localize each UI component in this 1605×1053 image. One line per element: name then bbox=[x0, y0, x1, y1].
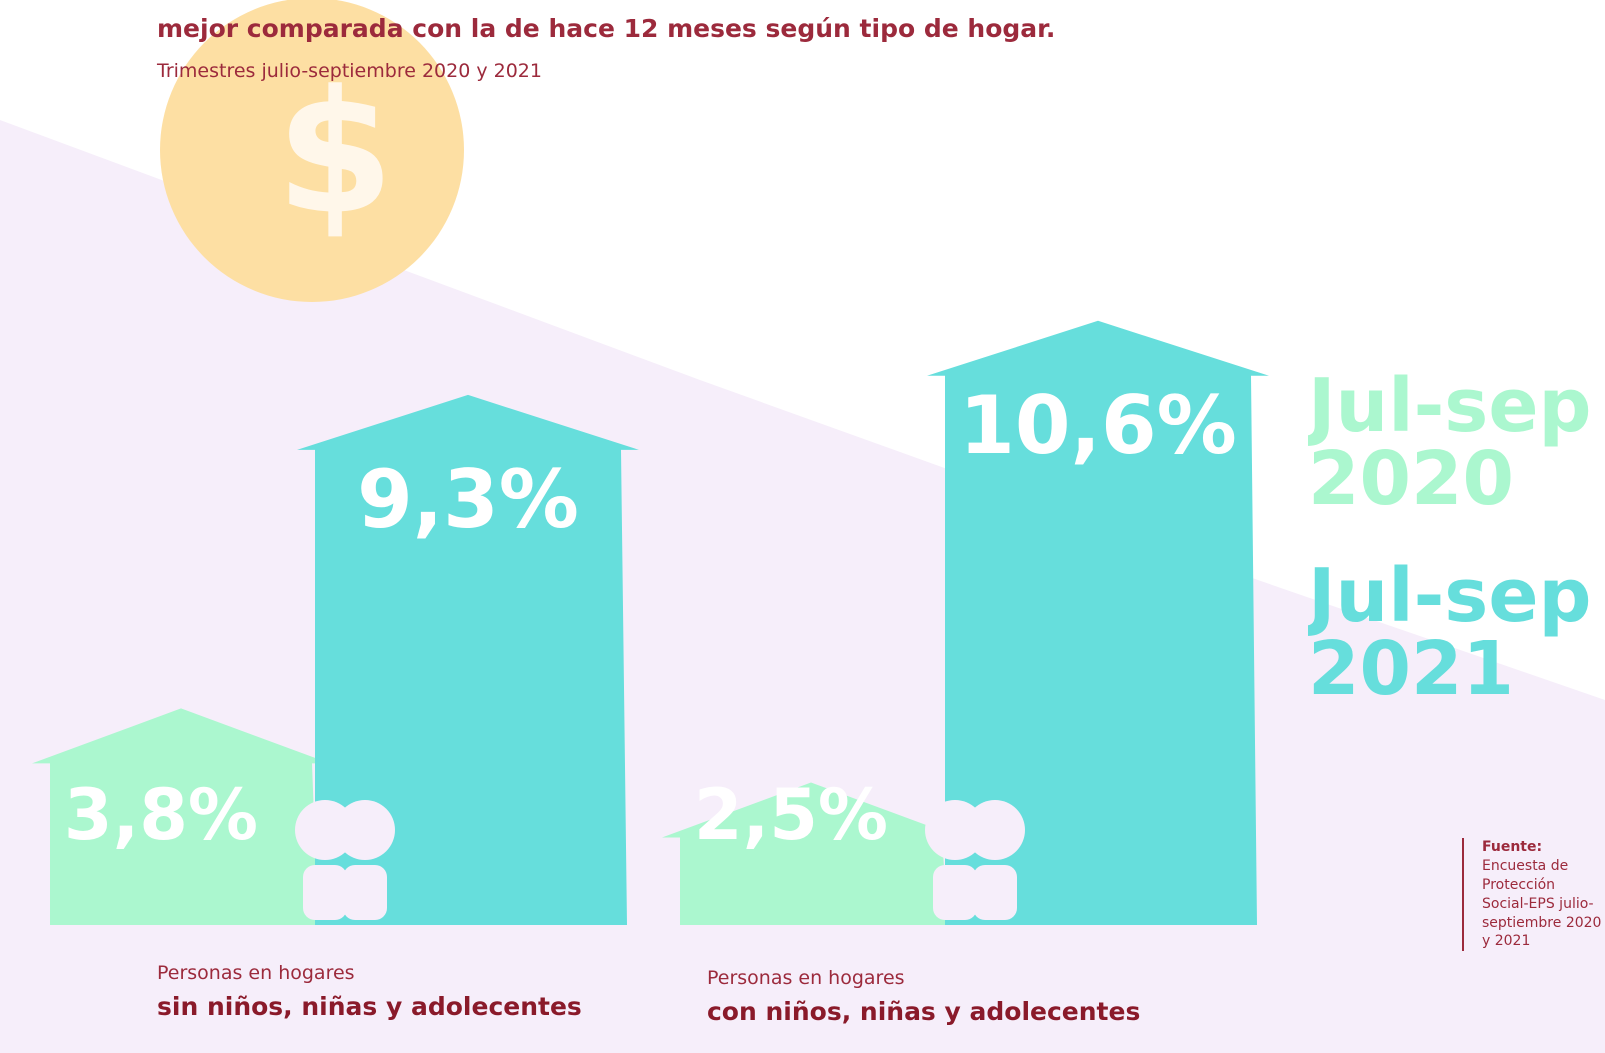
coin-symbol: $ bbox=[276, 54, 394, 252]
x-tick-label: sin niños, niñas y adolecentes bbox=[157, 992, 582, 1021]
value-label: 2,5% bbox=[694, 774, 888, 856]
category-note: Personas en hogares bbox=[707, 967, 905, 989]
source-title: Fuente: bbox=[1482, 838, 1605, 857]
value-label: 9,3% bbox=[357, 453, 579, 546]
source-text: Encuesta de Protección Social-EPS julio-… bbox=[1482, 857, 1602, 951]
chart-subtitle: Trimestres julio-septiembre 2020 y 2021 bbox=[157, 60, 542, 82]
legend-entry: Jul-sep 2021 bbox=[1308, 560, 1598, 705]
child-body bbox=[973, 865, 1017, 920]
child-body bbox=[303, 865, 347, 920]
child-head bbox=[335, 800, 395, 860]
chart-title: mejor comparada con la de hace 12 meses … bbox=[157, 14, 1055, 43]
child-head bbox=[965, 800, 1025, 860]
child-body bbox=[933, 865, 977, 920]
source: Fuente: Encuesta de Protección Social-EP… bbox=[1462, 838, 1605, 951]
legend-entry: Jul-sep 2020 bbox=[1308, 370, 1598, 515]
value-label: 10,6% bbox=[959, 379, 1237, 472]
x-tick-label: con niños, niñas y adolecentes bbox=[707, 997, 1140, 1026]
page: $ 3,8% 9,3% 2,5% 10,6% mejor comparada con … bbox=[0, 0, 1605, 1053]
child-body bbox=[343, 865, 387, 920]
category-note: Personas en hogares bbox=[157, 962, 355, 984]
value-label: 3,8% bbox=[64, 774, 258, 856]
chart: $ 3,8% 9,3% 2,5% 10,6% bbox=[0, 0, 1605, 1053]
